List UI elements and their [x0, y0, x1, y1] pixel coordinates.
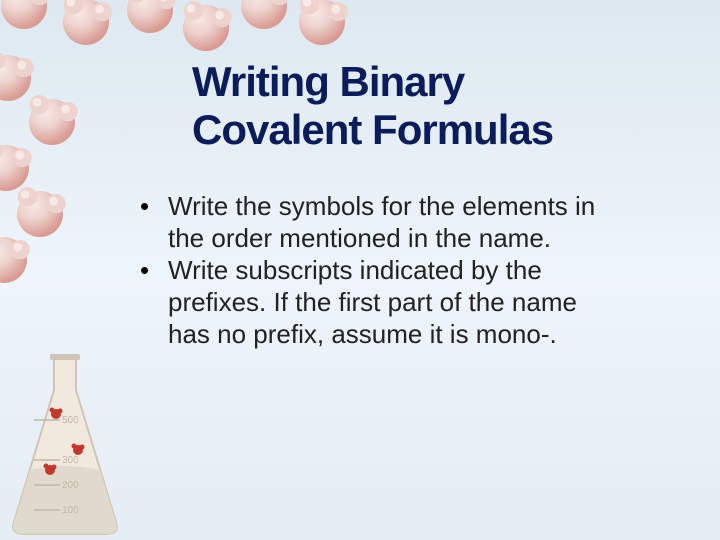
svg-text:100: 100 — [62, 505, 79, 516]
bullet-item: Write the symbols for the elements in th… — [140, 190, 610, 254]
bullet-list: Write the symbols for the elements in th… — [140, 190, 610, 350]
svg-text:200: 200 — [62, 480, 79, 491]
slide-title: Writing Binary Covalent Formulas — [192, 58, 553, 154]
title-line-2: Covalent Formulas — [192, 106, 553, 153]
svg-text:500: 500 — [62, 415, 79, 426]
bullet-item: Write subscripts indicated by the prefix… — [140, 254, 610, 350]
flask-graphic: 500 300 200 100 — [0, 350, 130, 540]
svg-text:300: 300 — [62, 455, 79, 466]
title-line-1: Writing Binary — [192, 58, 464, 105]
